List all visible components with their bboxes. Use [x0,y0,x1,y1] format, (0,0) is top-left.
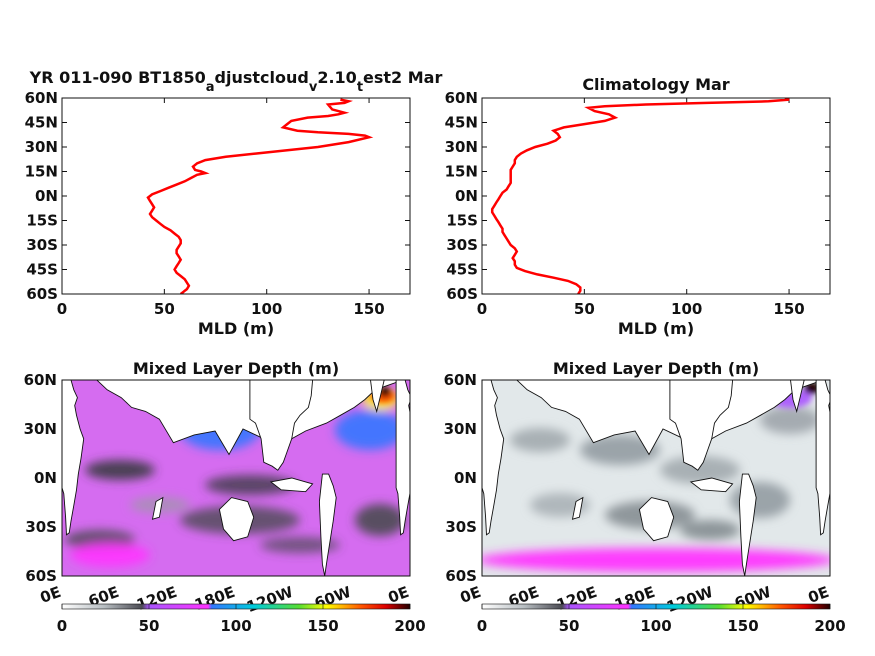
model-continent-namerica [249,380,314,471]
model-ytick-label: 0N [35,187,58,205]
panel-model-map-title: Mixed Layer Depth (m) [133,359,339,378]
model-ytick-label: 15S [26,212,58,230]
panel-climatology-profile: Climatology Mar 60N 45N 30N 15N 0N 15S 30S 45S 6… [445,75,831,338]
climatology-ytick-label: 15N [445,163,478,181]
climatology-ytick-label: 60N [445,89,478,107]
model-xtick-label: 150 [353,300,384,318]
climatology-map-field [482,380,830,576]
climatology-ytick-label: 45S [446,261,478,279]
panel-model-xlabel: MLD (m) [198,319,274,338]
climatology-map-xtick-label: 180E [612,583,657,614]
climatology-map-xtick-label: 120E [554,583,599,614]
model-map-land [62,380,410,576]
climatology-map-xtick-label: 0E [458,583,484,607]
panel-model-map: Mixed Layer Depth (m) [24,359,426,635]
model-map-xtick-label: 180E [192,583,237,614]
climatology-map-land [482,380,830,576]
climatology-xtick-label: 0 [477,300,487,318]
climatology-colorbar-tick-label: 100 [640,617,671,635]
model-continent-madagascar [151,496,164,520]
climatology-ytick-label: 60S [446,285,478,303]
model-ytick-label: 15N [25,163,58,181]
model-map-ytick-label: 30N [24,420,57,438]
model-colorbar-tick-label: 50 [139,617,160,635]
model-map-field [62,380,410,576]
model-map-ytick-label: 30S [25,518,57,536]
climatology-xtick-label: 100 [671,300,702,318]
panel-climatology-map-frame [481,379,831,577]
climatology-map-xtick-label: 120W [664,583,716,616]
model-continent-greenland [370,380,385,414]
climatology-continent-madagascar [571,496,584,520]
model-xtick-label: 100 [251,300,282,318]
climatology-colorbar-tick-label: 200 [814,617,845,635]
model-ytick-label: 30N [25,138,58,156]
climatology-mld-line [490,98,790,294]
panel-climatology-xlabel: MLD (m) [618,319,694,338]
climatology-map-ytick-label: 0N [454,469,477,487]
climatology-xtick-label: 50 [574,300,595,318]
climatology-ytick-label: 30S [446,236,478,254]
panel-model-frame [61,97,411,295]
model-ytick-label: 45S [26,261,58,279]
climatology-map-ytick-label: 30S [445,518,477,536]
panel-model-profile: YR 011-090 BT1850adjustcloudv2.10test2 M… [25,68,443,338]
model-continent-samerica [318,473,337,576]
climatology-continent-seasia [689,477,734,493]
climatology-colorbar-tick-label: 0 [477,617,487,635]
panel-model-map-frame [61,379,411,577]
climatology-ytick-label: 45N [445,114,478,132]
panel-model-title: YR 011-090 BT1850adjustcloudv2.10test2 M… [29,68,443,95]
model-ytick-label: 30S [26,236,58,254]
panel-climatology-map-title: Mixed Layer Depth (m) [553,359,759,378]
model-map-xtick-label: 120W [244,583,296,616]
climatology-ytick-label: 30N [445,138,478,156]
climatology-map-xtick-label: 0E [806,583,832,607]
climatology-ytick-label: 15S [446,212,478,230]
panel-climatology-title: Climatology Mar [582,75,729,94]
climatology-ytick-label: 0N [455,187,478,205]
model-map-xtick-label: 0E [38,583,64,607]
climatology-colorbar-tick-label: 50 [559,617,580,635]
model-continent-australia [218,497,255,542]
model-continent-seasia [269,477,314,493]
model-colorbar-tick-label: 0 [57,617,67,635]
model-ytick-label: 60N [25,89,58,107]
model-xtick-label: 0 [57,300,67,318]
climatology-continent-africa [482,380,505,536]
model-colorbar-tick-label: 100 [220,617,251,635]
climatology-map-ytick-label: 60N [444,371,477,389]
climatology-continent-africa-wrap [815,380,830,536]
model-map-xtick-label: 120E [134,583,179,614]
model-map-ytick-label: 60S [25,567,57,585]
model-colorbar-tick-label: 200 [394,617,425,635]
climatology-continent-greenland [790,380,805,414]
climatology-continent-namerica [669,380,734,471]
climatology-map-ytick-label: 30N [444,420,477,438]
model-map-ytick-label: 0N [34,469,57,487]
model-xtick-label: 50 [154,300,175,318]
model-ytick-label: 45N [25,114,58,132]
climatology-xtick-label: 150 [773,300,804,318]
model-ytick-label: 60S [26,285,58,303]
climatology-continent-samerica [738,473,757,576]
model-continent-africa-wrap [395,380,410,536]
climatology-continent-australia [638,497,675,542]
climatology-map-ytick-label: 60S [445,567,477,585]
model-continent-africa [62,380,85,536]
model-map-xtick-label: 0E [386,583,412,607]
climatology-colorbar-tick-label: 150 [727,617,758,635]
model-colorbar-tick-label: 150 [307,617,338,635]
panel-climatology-frame [481,97,831,295]
panel-climatology-map: Mixed Layer Depth (m) [444,359,846,635]
model-map-ytick-label: 60N [24,371,57,389]
model-mld-line [146,98,374,294]
